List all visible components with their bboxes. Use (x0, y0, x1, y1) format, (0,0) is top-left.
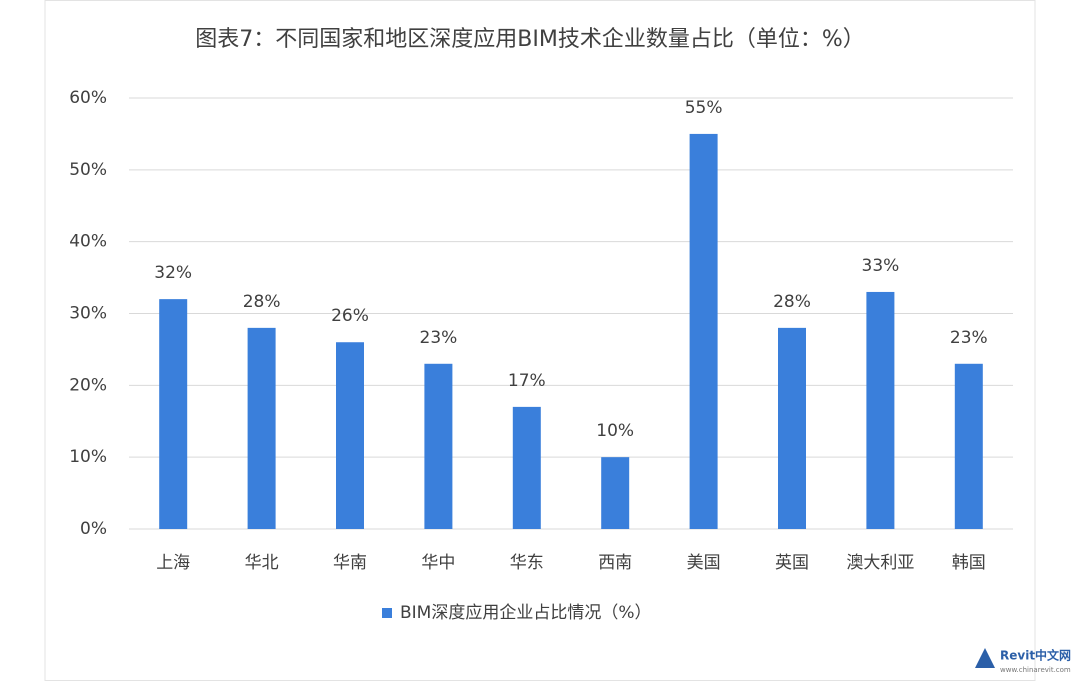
value-label: 17% (508, 371, 546, 391)
value-label: 10% (596, 421, 634, 441)
x-tick-label: 华中 (421, 553, 455, 573)
y-tick-label: 50% (69, 160, 107, 180)
legend-label: BIM深度应用企业占比情况（%） (400, 603, 652, 623)
value-label: 26% (331, 306, 369, 326)
value-label: 23% (420, 328, 458, 348)
bar (512, 406, 541, 529)
y-tick-label: 30% (69, 304, 107, 324)
bar (954, 363, 983, 529)
bar (689, 133, 718, 529)
value-label: 28% (243, 292, 281, 312)
y-tick-label: 60% (69, 88, 107, 108)
value-label: 33% (862, 256, 900, 276)
watermark-name: Revit中文网 (1000, 648, 1071, 663)
y-tick-label: 0% (80, 519, 107, 539)
bar (159, 299, 188, 529)
bar (601, 457, 630, 529)
bar (866, 291, 895, 529)
value-label: 28% (773, 292, 811, 312)
chart-title: 图表7：不同国家和地区深度应用BIM技术企业数量占比（单位：%） (195, 27, 864, 52)
x-tick-label: 华北 (245, 553, 279, 573)
bar (336, 342, 364, 529)
value-label: 23% (950, 328, 988, 348)
value-label: 55% (685, 98, 723, 118)
y-tick-label: 20% (69, 375, 107, 395)
bar (424, 363, 453, 529)
bar (247, 327, 276, 529)
x-tick-label: 英国 (775, 553, 809, 573)
x-tick-label: 上海 (156, 553, 190, 573)
legend-swatch (382, 608, 392, 618)
watermark-logo (975, 648, 995, 668)
bar (778, 327, 806, 529)
value-label: 32% (154, 263, 192, 283)
x-tick-label: 美国 (687, 553, 721, 573)
x-tick-label: 西南 (598, 553, 632, 573)
x-tick-label: 韩国 (952, 553, 986, 573)
x-tick-label: 华东 (510, 553, 544, 573)
x-tick-label: 澳大利亚 (846, 553, 914, 573)
x-tick-label: 华南 (333, 553, 367, 573)
watermark-url: www.chinarevit.com (1000, 666, 1071, 674)
y-tick-label: 10% (69, 447, 107, 467)
y-tick-label: 40% (69, 232, 107, 252)
